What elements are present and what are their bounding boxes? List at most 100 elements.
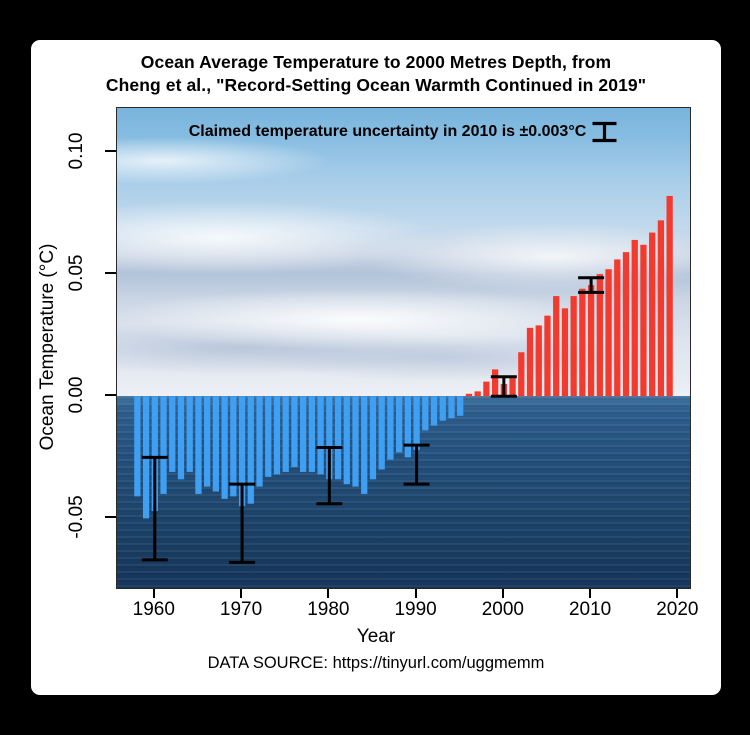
x-tick-1960: [152, 589, 155, 598]
bar-1992: [430, 396, 438, 426]
bar-2016: [640, 244, 647, 397]
chart-title-line1: Ocean Average Temperature to 2000 Metres…: [140, 52, 612, 72]
x-tick-1970: [240, 589, 243, 598]
bar-1958: [134, 396, 141, 497]
chart-title: Ocean Average Temperature to 2000 Metres…: [31, 51, 721, 97]
bar-2014: [622, 252, 630, 397]
bar-1963: [177, 396, 185, 480]
x-tick-2000: [501, 589, 504, 598]
bar-1967: [212, 396, 220, 492]
bar-2002: [518, 352, 525, 397]
x-tick-1980: [327, 589, 330, 598]
bar-2010: [587, 285, 595, 397]
y-tick-0.10: [105, 149, 116, 152]
y-tick-label--0.05: -0.05: [66, 495, 87, 540]
bar-2005: [544, 315, 551, 397]
x-tick-label-1980: 1980: [307, 599, 350, 620]
bar-2004: [535, 325, 542, 397]
bar-1988: [396, 396, 403, 453]
bar-1987: [387, 396, 394, 460]
bar-1965: [195, 396, 202, 494]
bar-2001: [509, 376, 516, 397]
error-bar-icon: [592, 121, 617, 143]
x-tick-2020: [676, 589, 679, 598]
bar-2013: [614, 259, 621, 397]
plot-area: Claimed temperature uncertainty in 2010 …: [116, 107, 691, 589]
bar-1996: [465, 393, 473, 397]
x-tick-2010: [589, 589, 592, 598]
error-bar-2010: [578, 276, 605, 294]
bar-1990: [413, 396, 420, 450]
bar-1980: [326, 396, 333, 480]
bar-1982: [343, 396, 350, 485]
x-tick-label-1960: 1960: [132, 599, 175, 620]
bar-1984: [361, 396, 368, 494]
chart-card: Ocean Average Temperature to 2000 Metres…: [31, 40, 721, 695]
y-tick--0.05: [105, 516, 116, 519]
bar-1977: [300, 396, 307, 472]
bar-1971: [247, 396, 254, 504]
chart-title-line2: Cheng et al., "Record-Setting Ocean Warm…: [105, 75, 647, 95]
y-tick-0.00: [105, 394, 116, 397]
bar-1970: [238, 396, 246, 507]
bar-2012: [605, 269, 612, 397]
bar-1999: [491, 369, 499, 397]
bar-1960: [151, 396, 158, 512]
bar-2018: [657, 220, 665, 397]
y-tick-label-0.05: 0.05: [66, 254, 87, 292]
uncertainty-annotation-text: Claimed temperature uncertainty in 2010 …: [188, 123, 587, 140]
error-bar-1970: [229, 482, 256, 564]
bar-2017: [649, 232, 656, 397]
data-source-line: DATA SOURCE: https://tinyurl.com/uggmemm: [207, 654, 545, 672]
bar-1998: [483, 381, 490, 397]
y-tick-label-0.10: 0.10: [66, 132, 87, 170]
uncertainty-annotation: Claimed temperature uncertainty in 2010 …: [117, 121, 690, 143]
bar-1975: [282, 396, 289, 472]
bar-1997: [474, 391, 481, 397]
x-tick-label-2020: 2020: [656, 599, 699, 620]
y-axis-title: Ocean Temperature (°C): [37, 243, 58, 451]
bar-2008: [570, 296, 577, 397]
bar-1976: [291, 396, 298, 468]
bar-1969: [230, 396, 237, 497]
y-tick-label-0.00: 0.00: [66, 376, 87, 414]
x-axis-title: Year: [356, 626, 396, 647]
bar-1964: [186, 396, 193, 472]
bar-1961: [160, 396, 167, 494]
bar-1994: [448, 396, 455, 419]
bar-1983: [352, 396, 359, 487]
error-bar-1980: [316, 446, 343, 506]
bar-2011: [596, 274, 603, 397]
y-tick-0.05: [105, 272, 116, 275]
x-tick-1990: [414, 589, 417, 598]
bar-2007: [561, 308, 569, 397]
bar-1981: [334, 396, 342, 480]
bar-1995: [457, 396, 464, 416]
bar-1978: [308, 396, 316, 472]
bar-1968: [221, 396, 228, 499]
bar-1989: [404, 396, 411, 458]
x-tick-label-1970: 1970: [219, 599, 263, 620]
bar-1993: [439, 396, 446, 421]
bar-2003: [526, 327, 534, 397]
error-bar-1990: [403, 443, 430, 486]
x-tick-label-2000: 2000: [481, 599, 524, 620]
bar-1973: [265, 396, 272, 477]
error-bar-2000: [490, 375, 517, 398]
bar-2015: [631, 239, 638, 397]
bar-1979: [317, 396, 324, 475]
bar-1985: [369, 396, 377, 480]
bar-2009: [579, 288, 586, 397]
bar-2006: [553, 296, 560, 397]
bar-1966: [204, 396, 211, 487]
bar-1974: [273, 396, 281, 475]
bar-1991: [422, 396, 429, 431]
bar-2019: [666, 195, 673, 397]
bar-1962: [169, 396, 176, 472]
x-tick-label-2010: 2010: [568, 599, 612, 620]
error-bar-1960: [141, 455, 168, 562]
bar-1986: [378, 396, 385, 470]
bar-1972: [256, 396, 263, 487]
x-tick-label-1990: 1990: [394, 599, 437, 620]
bars-layer: [134, 195, 673, 564]
